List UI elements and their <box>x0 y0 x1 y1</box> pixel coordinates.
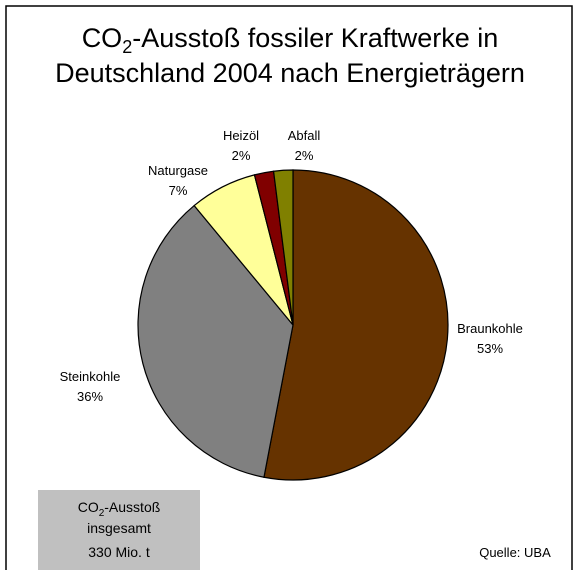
slice-value-label: 36% <box>77 389 103 404</box>
total-value: 330 Mio. t <box>88 544 150 560</box>
title-text: -Ausstoß fossiler Kraftwerke in <box>132 23 498 53</box>
slice-label: Abfall <box>288 128 321 143</box>
source: Quelle: UBA <box>479 545 551 560</box>
slice-value-label: 2% <box>232 148 251 163</box>
total-text: -Ausstoß <box>104 499 160 515</box>
total-box <box>38 490 200 570</box>
slice-value-label: 2% <box>295 148 314 163</box>
slice-label: Braunkohle <box>457 321 523 336</box>
pie-slice <box>272 169 294 326</box>
slice-value-label: 7% <box>169 183 188 198</box>
slice-label: Steinkohle <box>60 369 121 384</box>
chart-title: CO2-Ausstoß fossiler Kraftwerke in <box>82 23 499 57</box>
title-subscript: 2 <box>122 37 132 57</box>
pie <box>137 169 449 481</box>
pie-slice <box>137 204 294 478</box>
slice-label: Heizöl <box>223 128 259 143</box>
chart-title: Deutschland 2004 nach Energieträgern <box>55 58 525 88</box>
title-text: CO <box>82 23 123 53</box>
slice-value-label: 53% <box>477 341 503 356</box>
slice-label: Naturgase <box>148 163 208 178</box>
total-label: insgesamt <box>87 520 151 536</box>
total-label: CO2-Ausstoß <box>78 499 161 519</box>
total-text: CO <box>78 499 99 515</box>
total-subscript: 2 <box>99 508 105 519</box>
pie-slice <box>263 169 449 481</box>
